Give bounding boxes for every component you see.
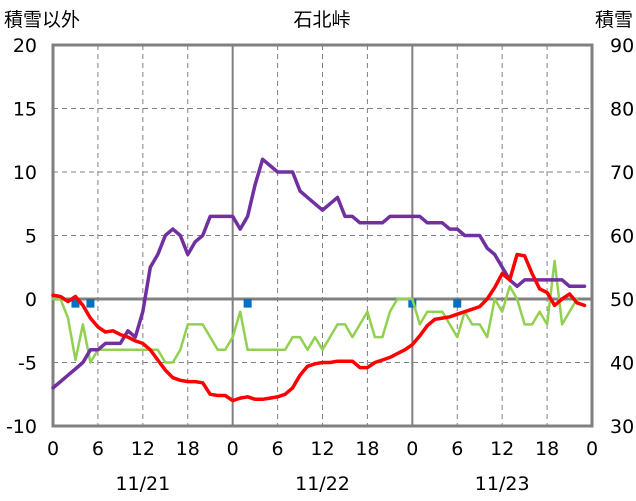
x-tick-label: 0 bbox=[47, 438, 59, 460]
right-tick-label: 40 bbox=[610, 353, 634, 375]
left-tick-label: -10 bbox=[6, 416, 37, 438]
snow-depth-line bbox=[51, 157, 587, 390]
x-tick-label: 6 bbox=[272, 438, 284, 460]
right-axis-ticks: 90 80 70 60 50 40 30 bbox=[610, 35, 634, 438]
right-axis-title: 積雪 bbox=[595, 9, 633, 31]
precip-bar bbox=[71, 299, 80, 308]
left-tick-label: -5 bbox=[18, 353, 37, 375]
left-tick-label: 15 bbox=[13, 99, 37, 121]
series-lines bbox=[51, 157, 587, 403]
gridlines bbox=[53, 45, 592, 426]
left-tick-label: 20 bbox=[13, 35, 37, 57]
left-tick-label: 10 bbox=[13, 162, 37, 184]
left-axis-ticks: 20 15 10 5 0 -5 -10 bbox=[6, 35, 37, 438]
x-tick-label: 12 bbox=[310, 438, 334, 460]
date-label: 11/22 bbox=[295, 473, 350, 495]
x-tick-label: 0 bbox=[586, 438, 598, 460]
x-tick-label: 18 bbox=[355, 438, 379, 460]
x-tick-label: 18 bbox=[535, 438, 559, 460]
temperature-line bbox=[51, 252, 587, 403]
x-tick-label: 6 bbox=[92, 438, 104, 460]
x-tick-label: 12 bbox=[490, 438, 514, 460]
left-axis-title: 積雪以外 bbox=[4, 9, 80, 31]
chart-title: 石北峠 bbox=[293, 9, 350, 31]
date-label: 11/21 bbox=[115, 473, 170, 495]
left-tick-label: 5 bbox=[25, 226, 37, 248]
right-tick-label: 80 bbox=[610, 99, 634, 121]
right-tick-label: 50 bbox=[610, 289, 634, 311]
x-tick-label: 18 bbox=[176, 438, 200, 460]
x-tick-label: 6 bbox=[451, 438, 463, 460]
right-tick-label: 60 bbox=[610, 226, 634, 248]
precip-bar bbox=[243, 299, 252, 308]
right-tick-label: 30 bbox=[610, 416, 634, 438]
precip-bar bbox=[86, 299, 95, 308]
right-tick-label: 70 bbox=[610, 162, 634, 184]
x-tick-label: 12 bbox=[131, 438, 155, 460]
right-tick-label: 90 bbox=[610, 35, 634, 57]
date-label: 11/23 bbox=[475, 473, 530, 495]
x-axis-ticks: 0 6 12 18 0 6 12 18 0 6 12 18 0 bbox=[47, 438, 598, 460]
left-tick-label: 0 bbox=[25, 289, 37, 311]
precip-bar bbox=[453, 299, 462, 308]
wind-line bbox=[51, 259, 579, 364]
plot-frame bbox=[51, 43, 594, 428]
x-tick-label: 0 bbox=[227, 438, 239, 460]
x-tick-label: 0 bbox=[406, 438, 418, 460]
date-labels: 11/21 11/22 11/23 bbox=[115, 473, 529, 495]
